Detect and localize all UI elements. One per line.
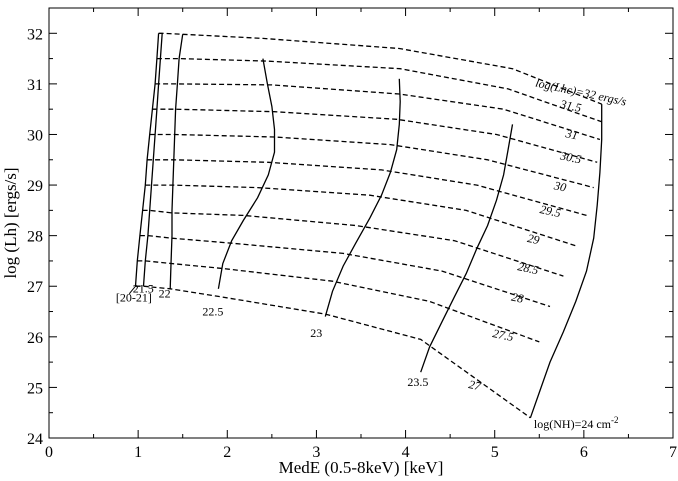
lhc-label: 27.5 (491, 326, 514, 344)
nh-label: 23.5 (407, 375, 428, 389)
y-tick-label: 30 (27, 127, 43, 144)
lhc-label: 30.5 (558, 148, 582, 166)
nh-label: 22.5 (202, 305, 223, 319)
y-tick-label: 24 (27, 431, 43, 448)
nh-series-group (134, 33, 603, 419)
nh-line-22 (169, 34, 184, 289)
nh-line-22.5 (217, 58, 276, 289)
lhc-label: 28 (510, 290, 525, 306)
nh-label: [20-21] (116, 290, 152, 304)
x-tick-label: 5 (491, 444, 499, 461)
lhc-label: 31.5 (558, 97, 582, 115)
lhc-label: 30 (552, 178, 568, 194)
lhc-line-31 (155, 83, 601, 141)
nh-label: 23 (310, 326, 322, 340)
nh-line-21.5 (142, 33, 163, 287)
lhc-line-31.5 (156, 57, 602, 123)
nh-label-text: log(NH)=24 cm (534, 417, 612, 431)
lhc-label: 28.5 (516, 259, 539, 277)
nh-label-text: 23.5 (407, 375, 428, 389)
nh-line-23.5 (420, 124, 514, 373)
y-tick-label: 29 (27, 178, 43, 195)
lhc-line-29.5 (147, 159, 587, 217)
lhc-line-28 (139, 234, 551, 308)
lhc-label: 31 (564, 126, 580, 142)
nh-label-superscript: -2 (611, 415, 619, 425)
x-tick-label: 4 (402, 444, 410, 461)
nh-label-text: 22 (159, 286, 171, 300)
lhc-series-group (135, 32, 602, 419)
x-tick-label: 3 (312, 444, 320, 461)
lhc-line-32 (158, 32, 602, 105)
nh-line-24 (529, 104, 603, 419)
nh-label: 22 (159, 286, 171, 300)
nh-label-text: 22.5 (202, 305, 223, 319)
nh-label-text: [20-21] (116, 290, 152, 304)
y-tick-label: 32 (27, 26, 43, 43)
nh-label-leader (128, 285, 136, 295)
annotation-labels: [20-21]21.5 22 22.5 23 23.5 log(NH)=24 cm-2lo… (116, 76, 628, 431)
lhc-line-28.5 (142, 209, 564, 277)
plot-frame (48, 7, 674, 439)
nh-line-20-21 (134, 33, 160, 287)
x-tick-label: 0 (45, 444, 53, 461)
nh-label: log(NH)=24 cm-2 (534, 415, 619, 431)
y-tick-label: 28 (27, 229, 43, 246)
y-tick-label: 25 (27, 380, 43, 397)
nh-line-23 (324, 78, 401, 317)
y-tick-label: 31 (27, 77, 43, 94)
lhc-line-27.5 (137, 260, 540, 343)
x-tick-label: 1 (134, 444, 142, 461)
x-tick-label: 6 (580, 444, 588, 461)
lhc-label: 27 (467, 377, 483, 393)
y-axis-title: log (Lh) [ergs/s] (1, 167, 20, 278)
nh-label-text: 21.5 (133, 281, 154, 295)
nh-label: 21.5 (133, 281, 154, 295)
x-tick-label: 2 (223, 444, 231, 461)
x-axis-title: MedE (0.5-8keV) [keV] (279, 458, 444, 477)
lhc-line-29 (145, 184, 576, 247)
lhc-label: 29 (526, 231, 541, 247)
y-tick-label: 27 (27, 279, 43, 296)
nh-label-text: 23 (310, 326, 322, 340)
y-tick-label: 26 (27, 330, 43, 347)
x-tick-label: 7 (669, 444, 677, 461)
lhc-line-27 (135, 285, 531, 419)
lhc-label: 29.5 (539, 202, 562, 220)
